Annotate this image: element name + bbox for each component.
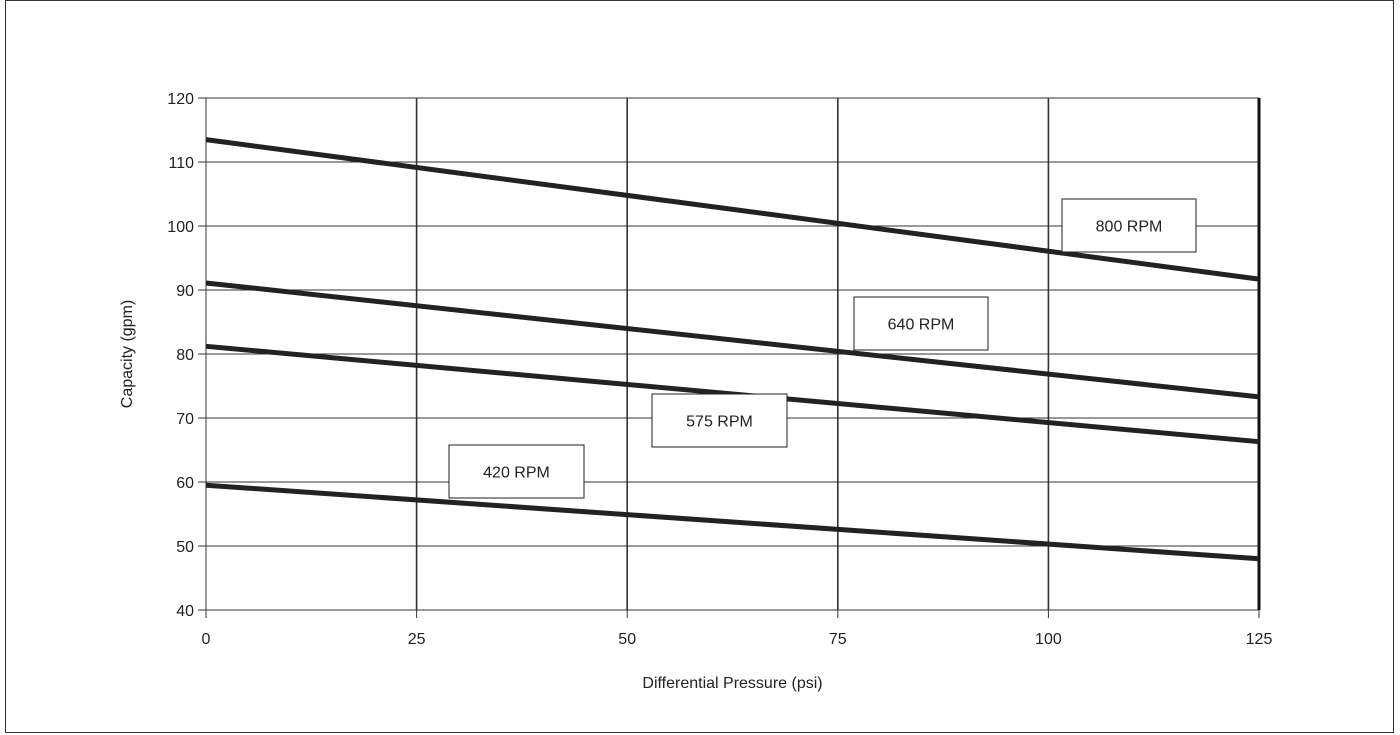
y-tick-label: 100 xyxy=(167,219,194,236)
y-tick-label: 40 xyxy=(176,603,194,620)
y-axis-title: Capacity (gpm) xyxy=(119,300,136,408)
y-tick-label: 50 xyxy=(176,539,194,556)
callout-label: 800 RPM xyxy=(1096,219,1163,236)
x-tick-label: 100 xyxy=(1035,631,1062,648)
x-tick-label: 50 xyxy=(618,631,636,648)
callout-575-rpm: 575 RPM xyxy=(651,393,788,448)
y-tick-label: 80 xyxy=(176,347,194,364)
x-tick-label: 0 xyxy=(202,631,211,648)
y-tick-label: 110 xyxy=(168,155,194,172)
callout-box xyxy=(853,296,989,351)
callout-420-rpm: 420 RPM xyxy=(448,444,585,499)
x-tick-label: 125 xyxy=(1246,631,1273,648)
y-tick-label: 90 xyxy=(176,283,194,300)
x-tick-label: 75 xyxy=(829,631,847,648)
callout-label: 640 RPM xyxy=(888,317,955,334)
callout-box xyxy=(651,393,788,448)
x-tick-label: 25 xyxy=(408,631,426,648)
series-line-640-rpm xyxy=(205,280,1260,400)
x-axis-title: Differential Pressure (psi) xyxy=(642,675,822,692)
callout-640-rpm: 640 RPM xyxy=(853,296,989,351)
series-line-420-rpm xyxy=(205,482,1260,562)
y-tick-label: 60 xyxy=(176,475,194,492)
axes: 40 50 60 70 80 90 100 110 120 0 25 50 75 100 125 xyxy=(167,91,1272,648)
callout-box xyxy=(1061,198,1197,253)
figure-frame xyxy=(5,0,1394,733)
grid xyxy=(205,97,1260,611)
callout-label: 420 RPM xyxy=(483,465,550,482)
series-line-800-rpm xyxy=(205,137,1260,282)
callout-box xyxy=(448,444,585,499)
callout-label: 575 RPM xyxy=(686,414,753,431)
series-callouts: 800 RPM 640 RPM 575 RPM 420 RPM xyxy=(448,198,1197,499)
callout-800-rpm: 800 RPM xyxy=(1061,198,1197,253)
y-tick-label: 120 xyxy=(167,91,194,108)
y-tick-label: 70 xyxy=(176,411,194,428)
